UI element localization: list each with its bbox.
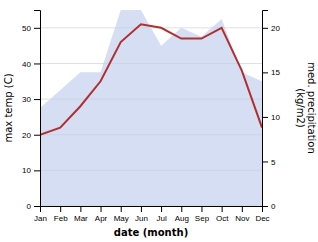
tick: Oct bbox=[216, 206, 229, 223]
tick: 20 bbox=[262, 24, 280, 33]
tick-label: 10 bbox=[271, 113, 280, 122]
x-axis-title: date (month) bbox=[114, 227, 188, 238]
tick-mark bbox=[34, 206, 40, 207]
tick: 50 bbox=[22, 24, 40, 33]
plot-area: JanFebMarAprMayJunJulAugSepOctNovDec0102… bbox=[3, 10, 317, 238]
tick-label: 30 bbox=[22, 95, 31, 104]
tick-label: 20 bbox=[271, 24, 280, 33]
tick-mark bbox=[262, 117, 268, 118]
tick-mark bbox=[80, 206, 81, 212]
tick-mark bbox=[141, 206, 142, 212]
temp-line bbox=[40, 24, 262, 134]
y-axis-title: max temp (C) bbox=[3, 73, 14, 142]
y-axis: 0 10 20 30 40 50 bbox=[22, 11, 40, 212]
tick-label: Aug bbox=[175, 214, 189, 223]
tick: Nov bbox=[235, 206, 249, 223]
tick-mark bbox=[262, 206, 268, 207]
tick-mark bbox=[262, 72, 268, 73]
tick-label: Feb bbox=[54, 214, 68, 223]
tick: 20 bbox=[22, 131, 40, 140]
tick: 40 bbox=[22, 60, 40, 69]
tick: Feb bbox=[54, 206, 68, 223]
tick-label: 20 bbox=[22, 131, 31, 140]
tick: Jun bbox=[135, 206, 148, 223]
tick: 10 bbox=[262, 113, 280, 122]
axis-line bbox=[263, 11, 269, 207]
tick-label: Dec bbox=[255, 214, 269, 223]
tick-mark bbox=[34, 99, 40, 100]
tick-label: 15 bbox=[271, 68, 280, 77]
tick-label: Nov bbox=[235, 214, 249, 223]
tick-label: Mar bbox=[74, 214, 88, 223]
tick-label: 0 bbox=[27, 202, 32, 211]
tick-label: May bbox=[114, 214, 129, 223]
tick: 30 bbox=[22, 95, 40, 104]
precip-area bbox=[40, 10, 262, 206]
tick-mark bbox=[262, 28, 268, 29]
tick-label: 0 bbox=[271, 202, 276, 211]
tick-label: Apr bbox=[95, 214, 108, 223]
tick: Mar bbox=[74, 206, 88, 223]
tick: Jan bbox=[34, 206, 47, 223]
tick-label: 40 bbox=[22, 60, 31, 69]
tick-mark bbox=[262, 161, 268, 162]
tick: Dec bbox=[255, 206, 269, 223]
marks bbox=[40, 10, 262, 206]
tick-label: Jun bbox=[135, 214, 148, 223]
tick-mark bbox=[34, 63, 40, 64]
tick: 10 bbox=[22, 166, 40, 175]
tick: 5 bbox=[262, 158, 276, 167]
tick-label: 10 bbox=[22, 166, 31, 175]
tick-mark bbox=[60, 206, 61, 212]
tick: Jul bbox=[156, 206, 166, 223]
tick-mark bbox=[222, 206, 223, 212]
tick-label: Jan bbox=[34, 214, 47, 223]
y2-axis-title: med. precipitation(kg/m2) bbox=[295, 62, 317, 154]
axis-line bbox=[41, 207, 263, 213]
tick-mark bbox=[34, 135, 40, 136]
tick: Aug bbox=[175, 206, 189, 223]
tick-label: Sep bbox=[195, 214, 210, 223]
tick: Sep bbox=[195, 206, 210, 223]
tick: 0 bbox=[262, 202, 276, 211]
tick-mark bbox=[121, 206, 122, 212]
tick-label: 50 bbox=[22, 24, 31, 33]
tick-mark bbox=[34, 170, 40, 171]
tick: 0 bbox=[27, 202, 40, 211]
tick-label: 5 bbox=[271, 158, 276, 167]
tick-mark bbox=[201, 206, 202, 212]
tick-mark bbox=[242, 206, 243, 212]
tick-label: Oct bbox=[216, 214, 229, 223]
x-axis: Jan Feb Mar Apr May Jun Jul Aug Sep Oct Nov Dec bbox=[34, 206, 270, 223]
y2-axis: 0 5 10 15 20 bbox=[262, 11, 280, 212]
axis-line bbox=[34, 11, 41, 207]
tick-mark bbox=[161, 206, 162, 212]
tick: May bbox=[114, 206, 129, 223]
tick-mark bbox=[181, 206, 182, 212]
chart: JanFebMarAprMayJunJulAugSepOctNovDec0102… bbox=[0, 0, 318, 242]
tick-label: Jul bbox=[156, 214, 166, 223]
tick: Apr bbox=[95, 206, 108, 223]
tick: 15 bbox=[262, 68, 280, 77]
tick-mark bbox=[34, 28, 40, 29]
tick-mark bbox=[101, 206, 102, 212]
